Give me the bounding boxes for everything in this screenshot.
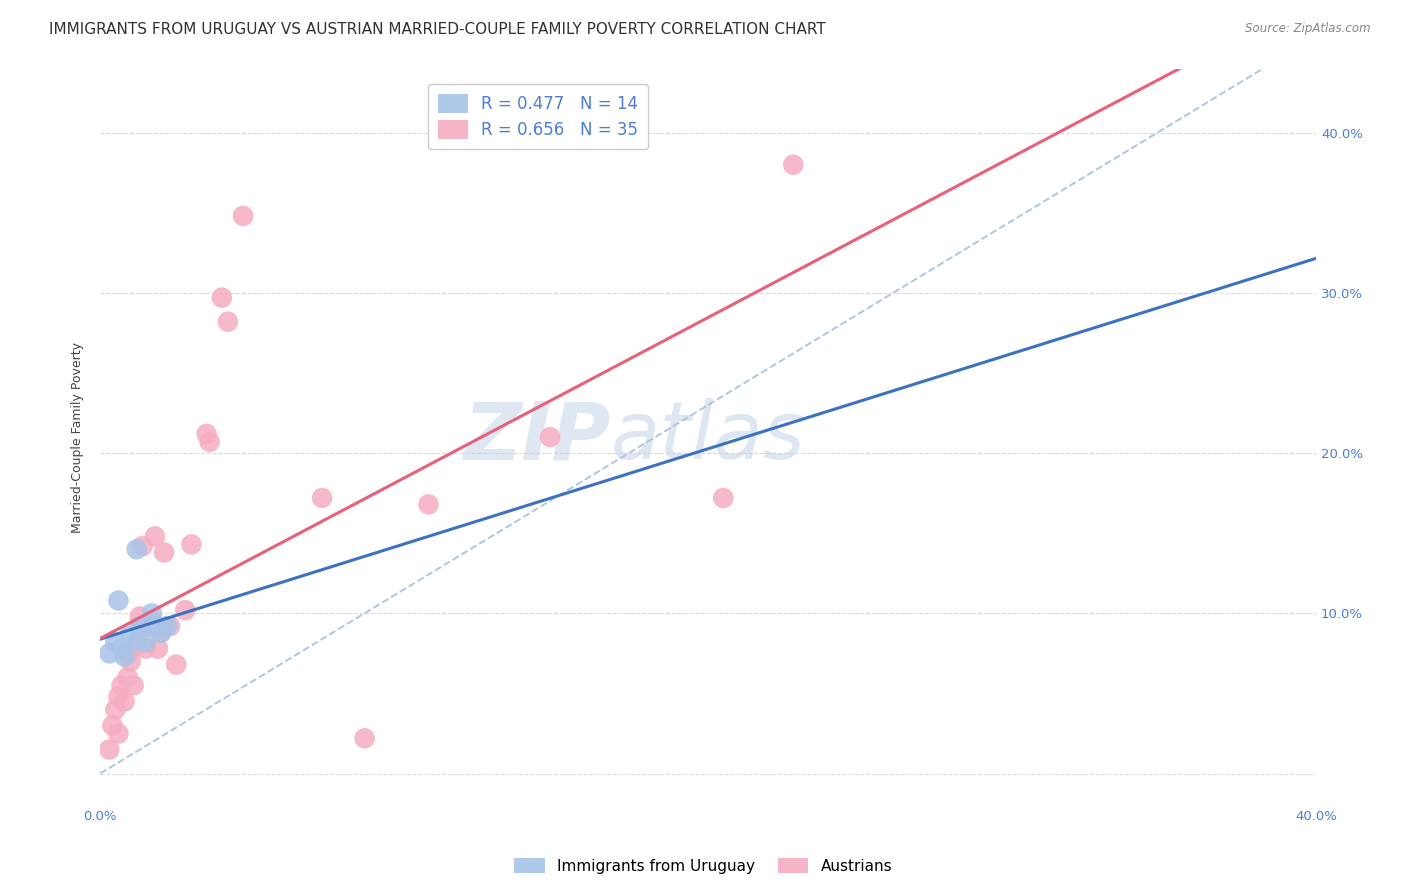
Point <box>198 434 221 449</box>
Point <box>110 678 132 692</box>
Text: IMMIGRANTS FROM URUGUAY VS AUSTRIAN MARRIED-COUPLE FAMILY POVERTY CORRELATION CH: IMMIGRANTS FROM URUGUAY VS AUSTRIAN MARR… <box>49 22 825 37</box>
Point <box>128 619 150 633</box>
Point <box>132 539 155 553</box>
Point <box>98 742 121 756</box>
Point <box>104 702 127 716</box>
Point <box>117 647 139 661</box>
Point <box>156 619 179 633</box>
Point <box>98 647 121 661</box>
Point <box>125 542 148 557</box>
Point <box>143 529 166 543</box>
Y-axis label: Married-Couple Family Poverty: Married-Couple Family Poverty <box>72 342 84 533</box>
Point <box>135 641 157 656</box>
Point <box>101 718 124 732</box>
Point <box>107 726 129 740</box>
Text: atlas: atlas <box>610 398 806 476</box>
Point <box>107 690 129 704</box>
Point <box>232 209 254 223</box>
Point <box>150 625 173 640</box>
Point <box>117 670 139 684</box>
Point <box>107 593 129 607</box>
Point <box>217 315 239 329</box>
Point <box>782 158 804 172</box>
Point <box>150 625 173 640</box>
Point <box>159 619 181 633</box>
Point <box>211 291 233 305</box>
Text: Source: ZipAtlas.com: Source: ZipAtlas.com <box>1246 22 1371 36</box>
Point <box>174 603 197 617</box>
Point <box>135 635 157 649</box>
Point <box>114 649 136 664</box>
Point <box>128 609 150 624</box>
Point <box>143 617 166 632</box>
Point <box>311 491 333 505</box>
Point <box>418 497 440 511</box>
Point <box>153 545 176 559</box>
Point <box>122 678 145 692</box>
Point <box>538 430 561 444</box>
Legend: Immigrants from Uruguay, Austrians: Immigrants from Uruguay, Austrians <box>508 852 898 880</box>
Point <box>353 731 375 746</box>
Point <box>138 619 160 633</box>
Point <box>711 491 734 505</box>
Point <box>114 694 136 708</box>
Point <box>125 633 148 648</box>
Legend: R = 0.477   N = 14, R = 0.656   N = 35: R = 0.477 N = 14, R = 0.656 N = 35 <box>427 84 648 149</box>
Point <box>110 641 132 656</box>
Point <box>104 635 127 649</box>
Point <box>120 654 142 668</box>
Point <box>180 537 202 551</box>
Point <box>125 639 148 653</box>
Point <box>195 426 218 441</box>
Point <box>141 607 163 621</box>
Text: ZIP: ZIP <box>464 398 610 476</box>
Point <box>146 641 169 656</box>
Point <box>165 657 187 672</box>
Point <box>120 625 142 640</box>
